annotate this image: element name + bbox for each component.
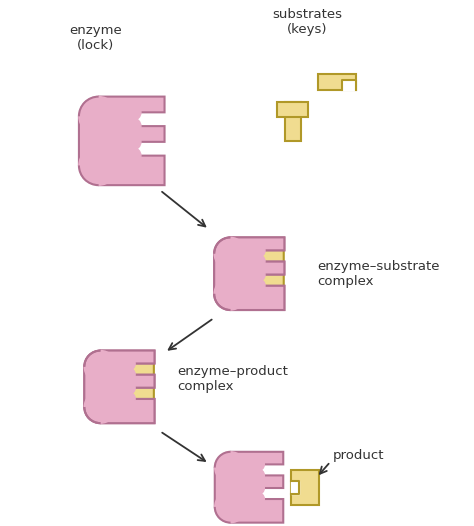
PathPatch shape [79,97,164,185]
Circle shape [84,350,117,383]
Circle shape [252,279,265,292]
Circle shape [252,255,265,268]
FancyBboxPatch shape [291,470,319,504]
Circle shape [125,148,141,164]
Circle shape [215,452,246,483]
Circle shape [214,278,246,310]
Circle shape [252,482,264,494]
Circle shape [122,381,135,394]
Text: substrates
(keys): substrates (keys) [273,7,342,36]
Circle shape [122,381,135,394]
Bar [342,80,356,90]
Circle shape [252,469,264,482]
Circle shape [214,237,246,270]
Circle shape [122,357,135,370]
FancyBboxPatch shape [254,248,284,300]
FancyBboxPatch shape [318,74,356,90]
PathPatch shape [84,350,155,423]
Text: enzyme–substrate
complex: enzyme–substrate complex [317,260,440,288]
Circle shape [214,237,246,270]
Circle shape [122,357,135,370]
Circle shape [252,458,264,471]
Circle shape [214,278,246,310]
Circle shape [252,255,265,268]
PathPatch shape [84,350,155,423]
Circle shape [252,268,265,281]
Circle shape [84,350,117,383]
Text: enzyme
(lock): enzyme (lock) [70,24,122,52]
Circle shape [125,118,141,134]
Circle shape [84,391,117,423]
Circle shape [122,368,135,381]
Circle shape [84,391,117,423]
Circle shape [122,392,135,406]
FancyBboxPatch shape [124,361,154,413]
Circle shape [122,392,135,406]
Circle shape [252,493,264,505]
FancyBboxPatch shape [285,102,301,141]
PathPatch shape [214,237,284,310]
Circle shape [122,368,135,381]
Text: product: product [332,449,384,462]
Circle shape [252,244,265,257]
Circle shape [79,146,118,185]
Circle shape [252,268,265,281]
Bar [291,481,299,493]
Circle shape [252,279,265,292]
Circle shape [215,491,246,523]
Text: enzyme–product
complex: enzyme–product complex [178,365,289,393]
Circle shape [252,244,265,257]
Circle shape [79,97,118,136]
Circle shape [125,134,141,150]
FancyBboxPatch shape [277,102,309,117]
Circle shape [125,105,141,120]
PathPatch shape [214,237,284,310]
PathPatch shape [215,452,283,523]
